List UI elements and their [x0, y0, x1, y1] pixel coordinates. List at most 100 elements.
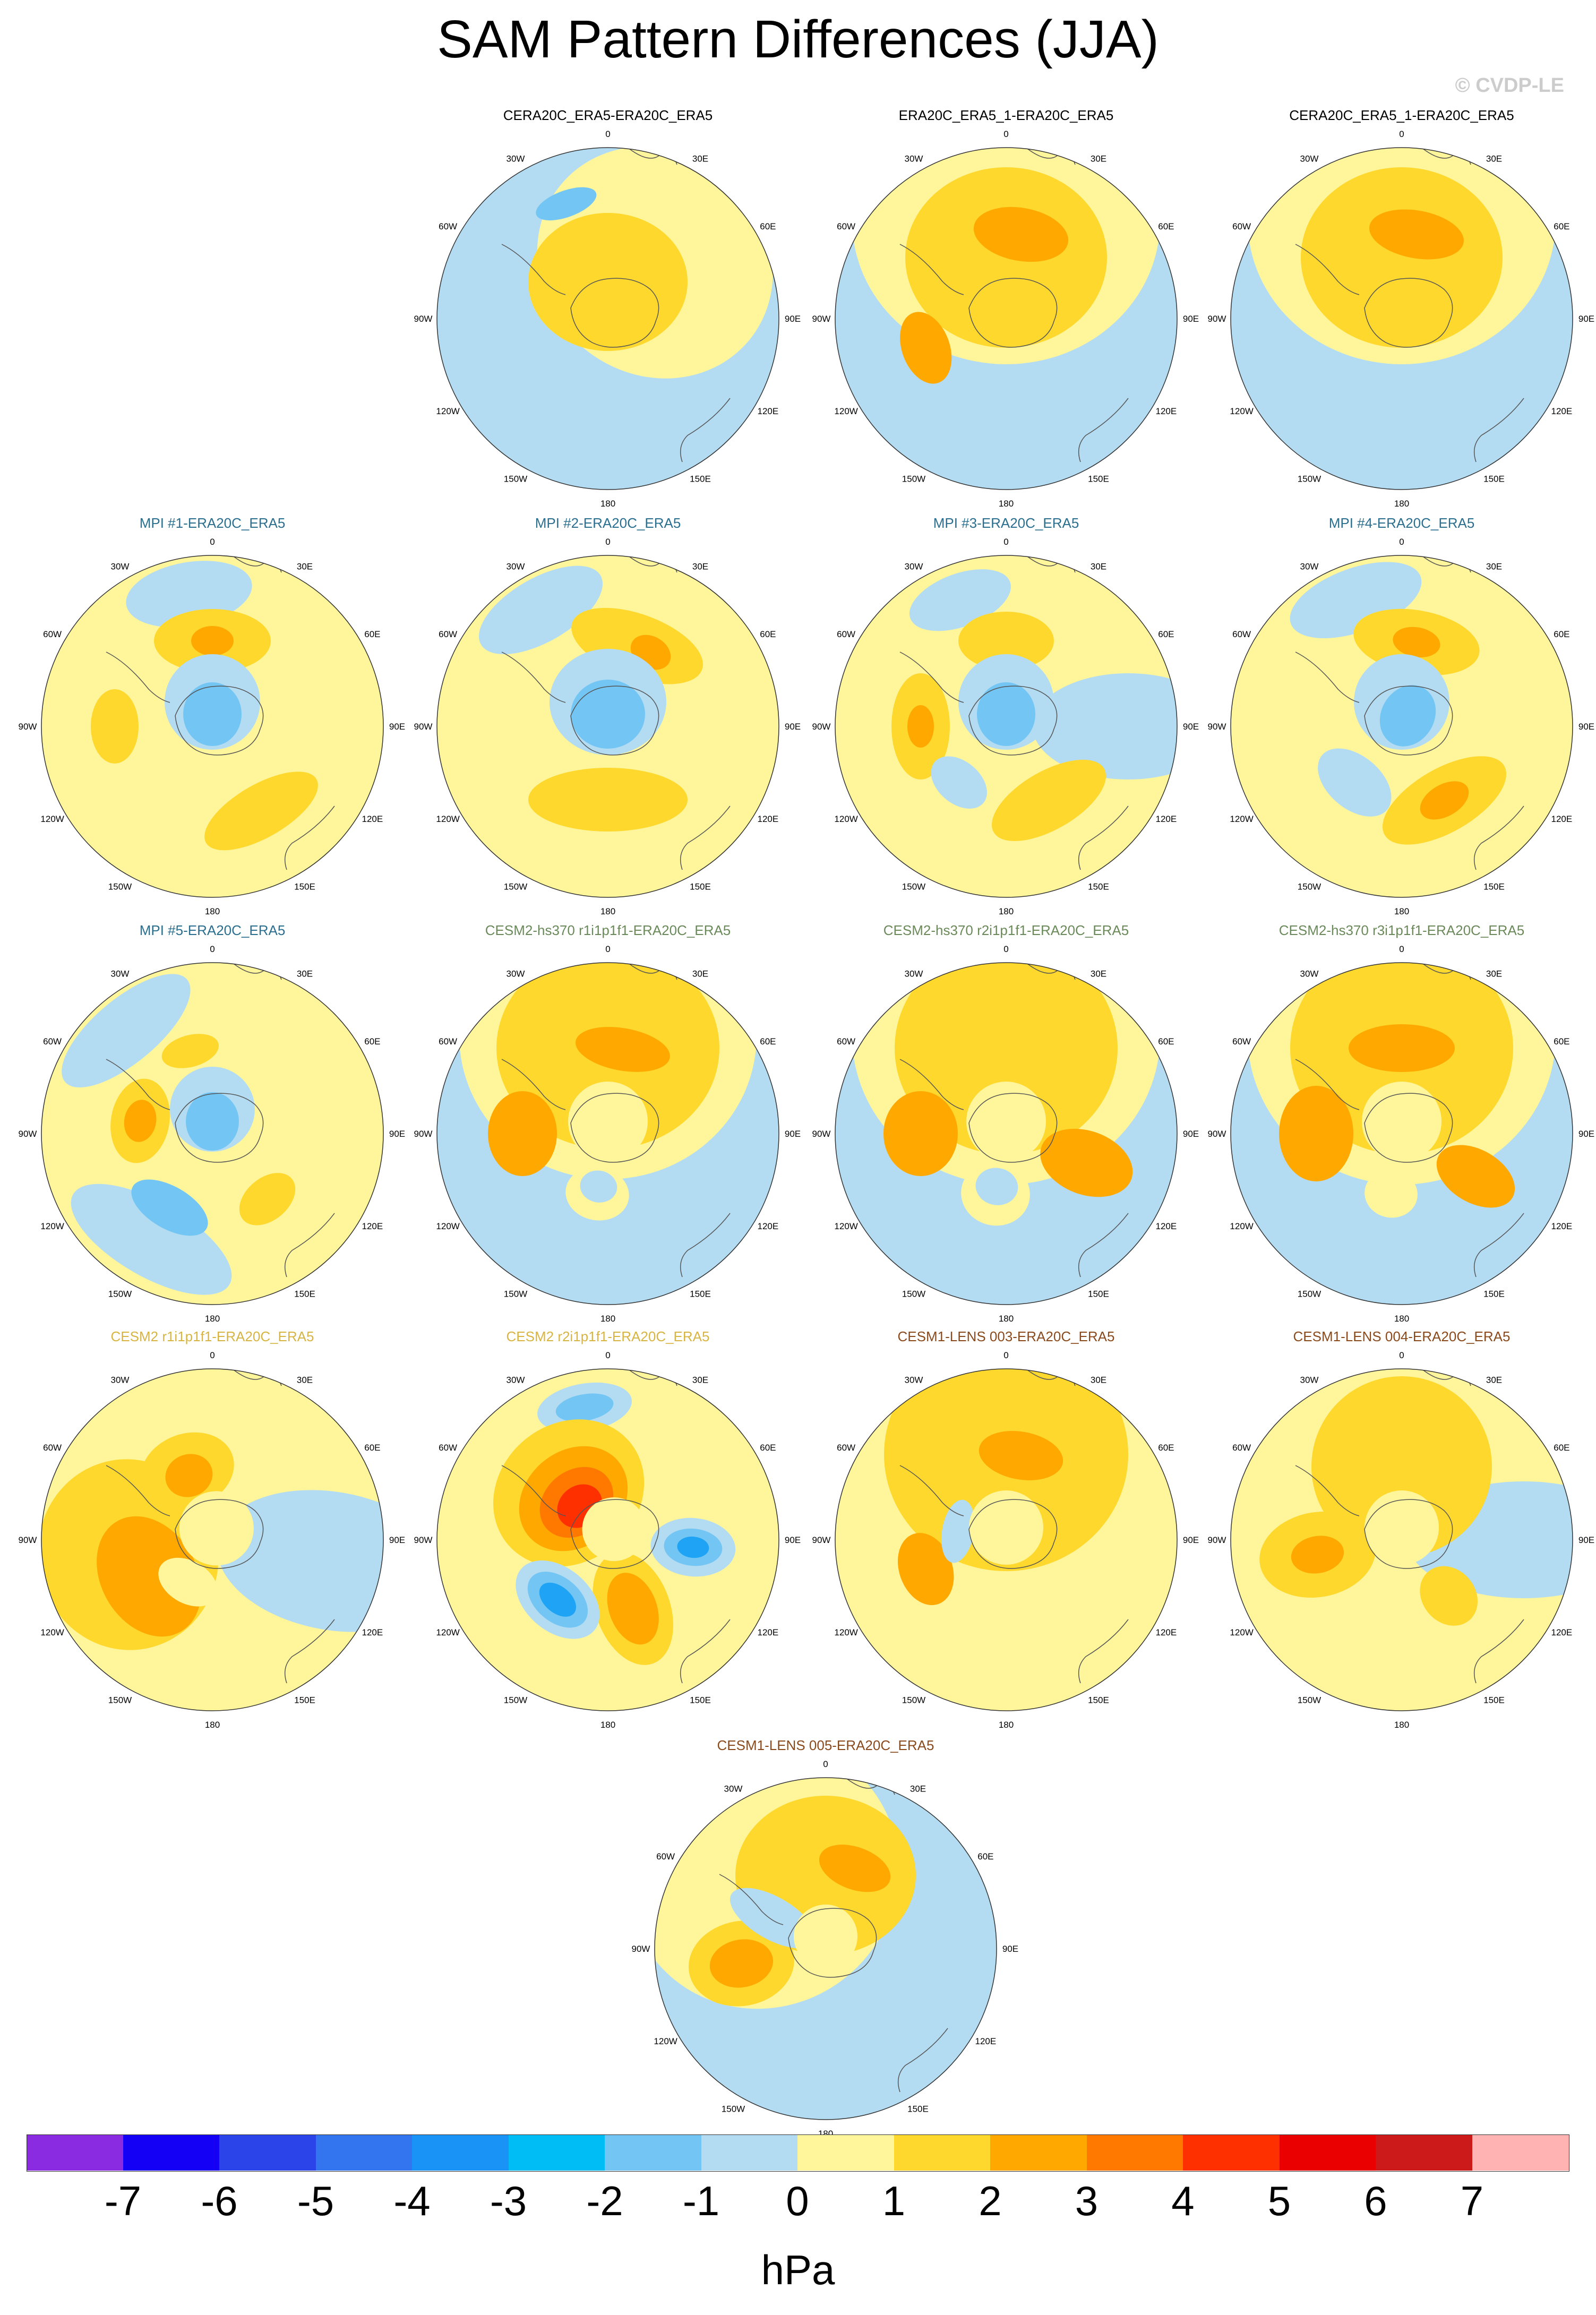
south-america-coastline [106, 651, 170, 703]
longitude-label: 120W [436, 1221, 459, 1231]
map-border [436, 1368, 779, 1711]
longitude-label: 120W [40, 814, 64, 824]
longitude-label: 0 [605, 1350, 610, 1360]
longitude-label: 30E [1091, 969, 1106, 979]
colorbar-tick-label: -4 [393, 2177, 431, 2224]
contour-region [1365, 1490, 1439, 1565]
longitude-label: 180 [999, 1720, 1014, 1730]
contour-region [897, 1533, 954, 1606]
longitude-label: 90E [785, 314, 801, 324]
longitude-label: 90E [785, 722, 801, 732]
contour-region [131, 1179, 208, 1236]
contour-region [62, 974, 191, 1088]
panel-title: CESM1-LENS 004-ERA20C_ERA5 [1293, 1328, 1511, 1344]
longitude-label: 150W [504, 1695, 527, 1705]
map-panel: CESM2-hs370 r2i1p1f1-ERA20C_ERA5 0 30E 60E 9… [799, 921, 1199, 1325]
panel-title: CERA20C_ERA5-ERA20C_ERA5 [503, 107, 713, 123]
longitude-label: 120E [362, 814, 383, 824]
colorbar [27, 2134, 1569, 2172]
longitude-label: 120W [1230, 1221, 1253, 1231]
longitude-label: 90E [1578, 1129, 1594, 1139]
contour-region [568, 1082, 648, 1161]
longitude-label: 30W [1300, 562, 1319, 572]
longitude-label: 180 [1394, 1720, 1409, 1730]
longitude-label: 180 [205, 906, 220, 916]
map-panel: CESM1-LENS 005-ERA20C_ERA5 0 30E 60E 90E 120E… [619, 1736, 1019, 2140]
polar-map: 0 30E 60E 90E 120E 150E 180 150W 120W 90W 60W 30W [414, 1350, 801, 1730]
south-america-coastline [899, 651, 964, 703]
colorbar-box [123, 2134, 220, 2171]
map-panel: MPI #3-ERA20C_ERA5 0 30E 60E 90E 120E 150E 180 1… [799, 514, 1199, 918]
australia-coastline [1473, 1619, 1524, 1684]
map-panel: CESM2-hs370 r3i1p1f1-ERA20C_ERA5 0 30E 60E 9… [1195, 921, 1595, 1325]
contour-region [1420, 781, 1469, 820]
longitude-label: 30W [507, 562, 525, 572]
contour-region [97, 1516, 201, 1637]
contour-region [1291, 1536, 1344, 1574]
longitude-label: 120E [758, 1221, 779, 1231]
longitude-label: 30W [1300, 969, 1319, 979]
longitude-label: 60W [837, 1036, 855, 1047]
map-border [1230, 555, 1573, 898]
antarctica-coastline [1364, 1093, 1453, 1163]
panel-title: MPI #4-ERA20C_ERA5 [1328, 515, 1475, 531]
longitude-label: 30W [1300, 154, 1319, 164]
contour-region [709, 1939, 774, 1988]
longitude-label: 90E [785, 1129, 801, 1139]
contour-region [191, 626, 234, 656]
longitude-label: 90W [19, 722, 37, 732]
contour-region [883, 1091, 958, 1176]
australia-coastline [680, 805, 731, 870]
longitude-label: 60E [977, 1851, 993, 1862]
longitude-label: 60E [364, 1443, 380, 1453]
antarctica-coastline [968, 278, 1058, 348]
colorbar-tick-label: 4 [1171, 2177, 1195, 2224]
longitude-label: 90W [414, 314, 433, 324]
map-panel: MPI #1-ERA20C_ERA5 0 30E 60E 90E 120E 150E 180 1… [5, 514, 406, 918]
contour-region [124, 1100, 157, 1142]
longitude-label: 150E [690, 1695, 711, 1705]
longitude-label: 60W [439, 1036, 457, 1047]
longitude-label: 60W [837, 1443, 855, 1453]
longitude-label: 120E [1156, 814, 1177, 824]
map-border [654, 1777, 997, 2120]
longitude-label: 120E [758, 814, 779, 824]
contour-region [1279, 1086, 1353, 1181]
longitude-label: 30W [905, 154, 923, 164]
australia-coastline [1473, 1213, 1524, 1277]
contour-region [528, 768, 688, 831]
colorbar-tick-label: 6 [1364, 2177, 1387, 2224]
panel-title: MPI #5-ERA20C_ERA5 [139, 922, 286, 938]
longitude-label: 0 [210, 944, 214, 954]
longitude-label: 120E [1551, 1221, 1573, 1231]
longitude-label: 150W [1298, 1289, 1321, 1299]
contour-region [973, 207, 1069, 262]
colorbar-units: hPa [761, 2247, 835, 2293]
longitude-label: 150W [902, 474, 925, 484]
antarctica-coastline [570, 278, 659, 348]
colorbar-box [894, 2134, 991, 2171]
longitude-label: 180 [999, 499, 1014, 509]
longitude-label: 30E [910, 1784, 926, 1794]
longitude-label: 0 [1399, 944, 1404, 954]
longitude-label: 30E [1091, 1375, 1106, 1385]
longitude-label: 90W [1208, 314, 1226, 324]
colorbar-box [1279, 2134, 1376, 2171]
contour-region [239, 1173, 296, 1225]
south-america-coastline [1295, 1465, 1360, 1516]
longitude-label: 30E [1091, 154, 1106, 164]
copyright-label: © CVDP-LE [1455, 74, 1564, 97]
longitude-label: 30E [1486, 969, 1502, 979]
longitude-label: 60E [1554, 629, 1569, 639]
polar-map: 0 30E 60E 90E 120E 150E 180 150W 120W 90W 60W 30W [414, 944, 801, 1324]
contour-region [1349, 1024, 1455, 1072]
polar-map: 0 30E 60E 90E 120E 150E 180 150W 120W 90W 60W 30W [414, 129, 801, 509]
map-panel: CESM2 r2i1p1f1-ERA20C_ERA5 0 30E 60E 90E 120E… [401, 1327, 801, 1731]
longitude-label: 150W [1298, 881, 1321, 891]
longitude-label: 30E [297, 562, 313, 572]
map-border [1230, 1368, 1573, 1711]
longitude-label: 120E [1156, 406, 1177, 416]
longitude-label: 60E [760, 221, 776, 231]
antarctica-coastline [968, 685, 1058, 756]
australia-coastline [1078, 805, 1129, 870]
